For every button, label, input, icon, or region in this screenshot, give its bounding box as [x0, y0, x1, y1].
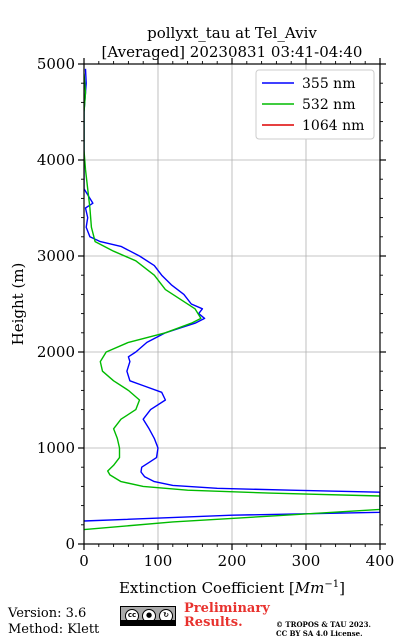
legend-box — [255, 69, 375, 140]
y-tick-label: 2000 — [37, 343, 75, 361]
preliminary-line-2: Results. — [184, 615, 243, 630]
badge-strip — [121, 620, 175, 625]
chart-subtitle: [Averaged] 20230831 03:41-04:40 — [102, 43, 363, 61]
y-tick-label: 5000 — [37, 55, 75, 73]
x-tick-label: 400 — [366, 552, 395, 570]
legend-label-1064-nm: 1064 nm — [302, 118, 364, 134]
cc-by-sa-badge-icon: cc ● ↻ — [120, 606, 176, 626]
x-tick-label: 200 — [218, 552, 247, 570]
preliminary-line-1: Preliminary — [184, 601, 270, 616]
copyright-line-1: © TROPOS & TAU 2023. — [276, 620, 371, 629]
method-text: Method: Klett — [8, 622, 100, 637]
x-tick-label: 100 — [144, 552, 173, 570]
y-tick-label: 3000 — [37, 247, 75, 265]
series-line-532-nm — [84, 73, 380, 531]
version-text: Version: 3.6 — [8, 606, 87, 621]
legend-label-355-nm: 355 nm — [302, 76, 355, 92]
x-axis-label: Extinction Coefficient [Mm−1] — [119, 579, 345, 597]
legend: 355 nm 532 nm 1064 nm — [255, 69, 375, 140]
y-tick-label: 1000 — [37, 439, 75, 457]
x-tick-label: 0 — [79, 552, 89, 570]
y-axis-label: Height (m) — [9, 263, 27, 346]
copyright-line-2: CC BY SA 4.0 License. — [276, 629, 363, 638]
preliminary-results-note: Preliminary Results. — [184, 602, 270, 630]
legend-label-532-nm: 532 nm — [302, 97, 355, 113]
series-line-355-nm — [84, 68, 380, 522]
x-tick-label: 300 — [292, 552, 321, 570]
series-lines — [84, 68, 380, 531]
y-tick-label: 4000 — [37, 151, 75, 169]
y-tick-label: 0 — [65, 535, 75, 553]
chart-title: pollyxt_tau at Tel_Aviv — [147, 24, 317, 42]
copyright-notice: © TROPOS & TAU 2023. CC BY SA 4.0 Licens… — [276, 620, 371, 638]
